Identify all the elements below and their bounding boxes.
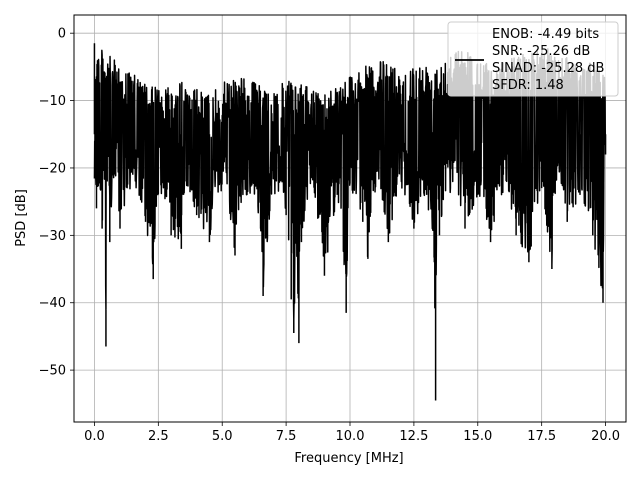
psd-trace (93, 43, 607, 401)
x-tick-label: 15.0 (463, 429, 492, 444)
x-tick-label: 5.0 (212, 429, 233, 444)
x-tick-label: 12.5 (399, 429, 428, 444)
x-tick-label: 0.0 (84, 429, 105, 444)
y-tick-label: −40 (39, 296, 66, 311)
y-axis-label: PSD [dB] (14, 189, 29, 247)
series-group (93, 43, 607, 401)
y-tick-label: −20 (39, 161, 66, 176)
legend-entry-enob: ENOB: -4.49 bits (492, 27, 599, 42)
x-tick-label: 10.0 (336, 429, 365, 444)
ticks: 0.0 2.5 5.0 7.5 10.0 12.5 15.0 17.5 20.0 0 −10 −20 −… (39, 27, 620, 444)
legend-entry-sinad: SINAD: -25.28 dB (492, 61, 604, 76)
x-tick-label: 2.5 (148, 429, 169, 444)
x-tick-label: 20.0 (591, 429, 620, 444)
y-tick-label: −50 (39, 364, 66, 379)
legend: ENOB: -4.49 bits SNR: -25.26 dB SINAD: -… (447, 21, 619, 97)
legend-entry-sfdr: SFDR: 1.48 (492, 78, 564, 93)
legend-box (447, 21, 619, 97)
x-tick-label: 17.5 (527, 429, 556, 444)
x-tick-label: 7.5 (276, 429, 297, 444)
y-tick-label: −10 (39, 94, 66, 109)
x-axis-label: Frequency [MHz] (294, 451, 403, 466)
y-tick-label: 0 (58, 27, 66, 42)
y-tick-label: −30 (39, 229, 66, 244)
legend-entry-snr: SNR: -25.26 dB (492, 44, 590, 59)
